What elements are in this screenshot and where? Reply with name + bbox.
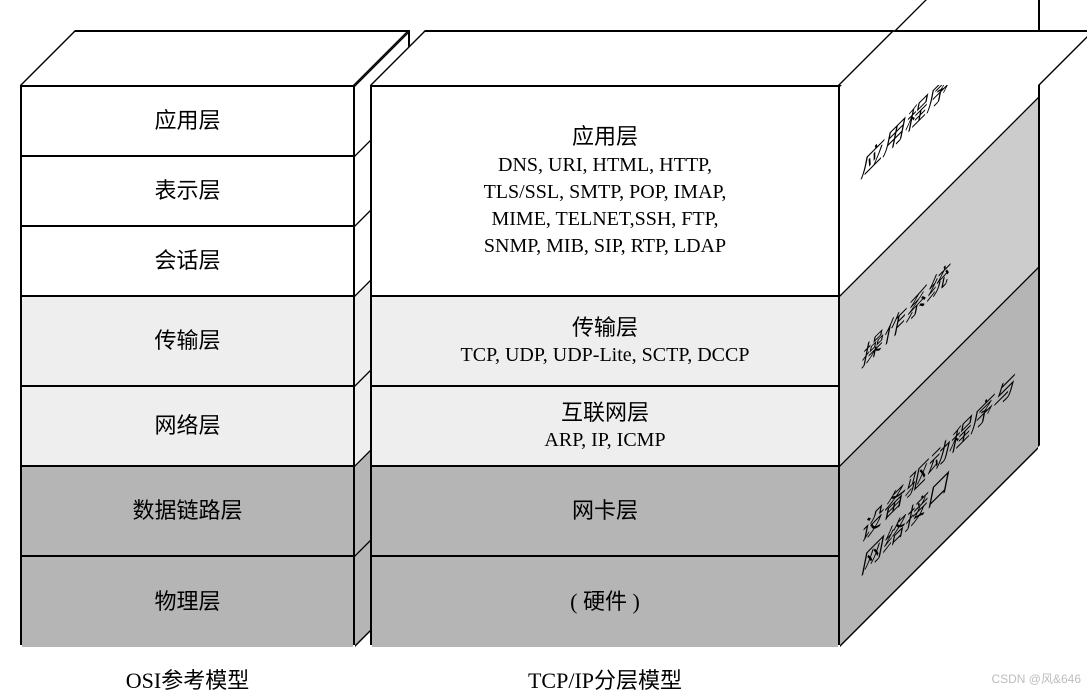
osi-layer: 物理层 <box>22 557 353 647</box>
diagram-root: 应用层表示层会话层传输层网络层数据链路层物理层 OSI参考模型 应用层DNS, … <box>0 0 1087 691</box>
tcpip-top-face <box>370 30 895 85</box>
tcpip-layer-protocols: TCP, UDP, UDP-Lite, SCTP, DCCP <box>461 342 750 369</box>
tcpip-layer-title: 互联网层 <box>561 398 649 428</box>
osi-layer: 网络层 <box>22 387 353 467</box>
tcpip-layer: 网卡层 <box>372 467 838 557</box>
tcpip-layer-protocols: MIME, TELNET,SSH, FTP, <box>491 206 718 233</box>
tcpip-layer-title: 网卡层 <box>572 496 638 526</box>
tcpip-layer-title: 传输层 <box>572 313 638 343</box>
osi-layer-title: 传输层 <box>154 326 220 356</box>
osi-layer-title: 应用层 <box>154 106 220 136</box>
tcpip-layer: 传输层TCP, UDP, UDP-Lite, SCTP, DCCP <box>372 297 838 387</box>
osi-top-face <box>20 30 410 85</box>
tcpip-layer: 应用层DNS, URI, HTML, HTTP,TLS/SSL, SMTP, P… <box>372 87 838 297</box>
tcpip-front-face: 应用层DNS, URI, HTML, HTTP,TLS/SSL, SMTP, P… <box>370 85 840 645</box>
osi-layer-title: 网络层 <box>154 411 220 441</box>
watermark: CSDN @风&646 <box>991 670 1081 687</box>
tcpip-layer: 互联网层ARP, IP, ICMP <box>372 387 838 467</box>
osi-layer: 表示层 <box>22 157 353 227</box>
tcpip-layer-protocols: DNS, URI, HTML, HTTP, <box>498 152 712 179</box>
tcpip-layer-protocols: SNMP, MIB, SIP, RTP, LDAP <box>484 233 726 260</box>
tcpip-layer: ( 硬件 ) <box>372 557 838 647</box>
osi-layer-title: 物理层 <box>154 587 220 617</box>
tcpip-layer-title: ( 硬件 ) <box>570 587 640 617</box>
osi-layer-title: 会话层 <box>154 246 220 276</box>
right-column-side-face: 应用程序操作系统设备驱动程序与 网络接口 <box>840 0 1040 645</box>
tcpip-layer-title: 应用层 <box>572 122 638 152</box>
osi-front-face: 应用层表示层会话层传输层网络层数据链路层物理层 <box>20 85 355 645</box>
tcpip-layer-protocols: ARP, IP, ICMP <box>544 427 665 454</box>
osi-layer: 会话层 <box>22 227 353 297</box>
tcpip-stack: 应用层DNS, URI, HTML, HTTP,TLS/SSL, SMTP, P… <box>370 85 840 645</box>
osi-layer: 传输层 <box>22 297 353 387</box>
osi-caption: OSI参考模型 <box>20 663 355 695</box>
osi-stack: 应用层表示层会话层传输层网络层数据链路层物理层 <box>20 85 355 645</box>
osi-layer: 应用层 <box>22 87 353 157</box>
osi-layer-title: 数据链路层 <box>132 496 242 526</box>
tcpip-caption: TCP/IP分层模型 <box>370 663 840 695</box>
tcpip-layer-protocols: TLS/SSL, SMTP, POP, IMAP, <box>484 179 727 206</box>
osi-layer: 数据链路层 <box>22 467 353 557</box>
osi-layer-title: 表示层 <box>154 176 220 206</box>
